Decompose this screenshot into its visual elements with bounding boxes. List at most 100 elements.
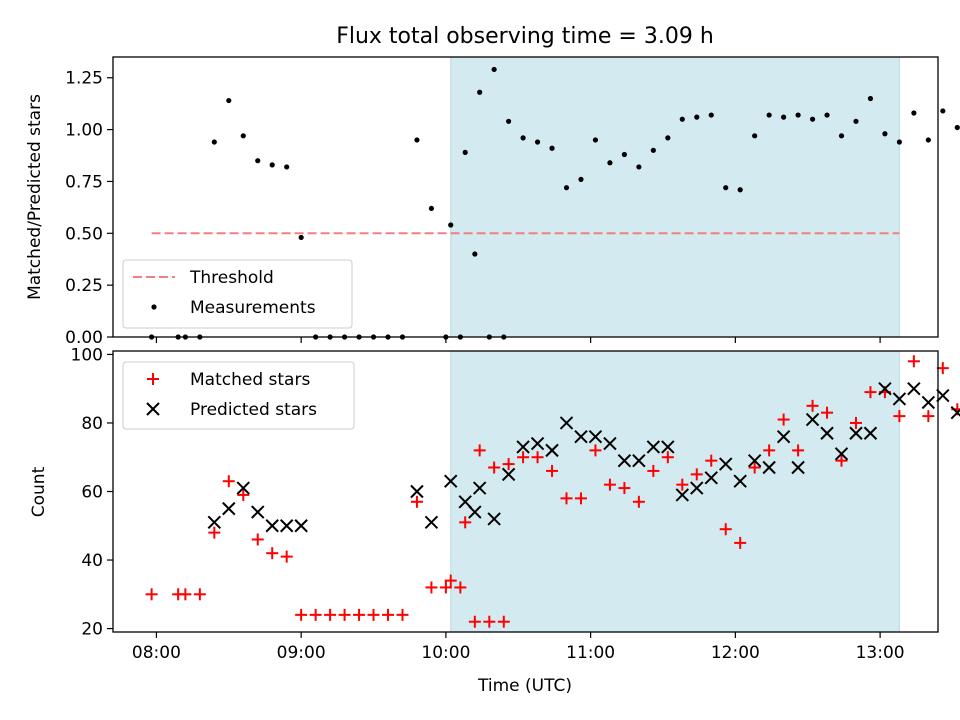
measurement-point <box>284 164 290 170</box>
matched-star-point <box>488 461 501 474</box>
predicted-star-point <box>805 412 820 427</box>
top-y-tick-label: 0.75 <box>65 172 103 192</box>
measurement-point <box>607 160 613 166</box>
matched-star-point <box>821 406 834 419</box>
predicted-star-point <box>733 474 747 488</box>
top-legend-box <box>122 259 353 329</box>
measurement-point <box>534 139 541 145</box>
measurement-point <box>838 133 845 139</box>
matched-star-point <box>589 444 602 457</box>
predicted-star-point <box>719 457 733 471</box>
predicted-star-point <box>907 381 921 396</box>
matched-star-point <box>647 464 660 477</box>
bottom-y-tick-label: 80 <box>81 414 103 434</box>
matched-star-point <box>208 526 221 539</box>
matched-star-point <box>468 615 481 628</box>
measurement-point <box>679 116 685 122</box>
predicted-star-point <box>516 440 530 454</box>
predicted-star-point <box>207 515 222 530</box>
measurement-point <box>867 95 874 102</box>
matched-star-point <box>497 615 510 628</box>
bottom-legend-box <box>122 361 355 430</box>
top-y-axis-label: Matched/Predicted stars <box>25 94 45 300</box>
bottom-marks <box>145 355 960 628</box>
top-axes-frame <box>112 56 939 338</box>
matched-star-point <box>907 355 920 368</box>
matched-star-point <box>734 536 747 549</box>
matched-star-point <box>396 608 409 621</box>
matched-star-point <box>661 451 674 464</box>
predicted-star-point <box>458 495 472 509</box>
matched-star-point <box>719 523 732 536</box>
matched-star-point <box>367 608 380 621</box>
bottom-x-tick-label: 11:00 <box>566 643 615 663</box>
matched-star-point <box>410 495 423 508</box>
matched-star-point <box>560 492 573 505</box>
predicted-star-point <box>236 481 250 495</box>
predicted-star-point <box>487 512 501 526</box>
predicted-star-point <box>820 426 834 440</box>
matched-star-point <box>864 386 877 399</box>
matched-star-point <box>382 608 394 621</box>
bottom-x-ticks: 08:00 09:00 10:00 11:00 12:00 13:00 <box>132 632 905 663</box>
measurement-point <box>563 185 570 191</box>
legend-measurements-swatch <box>151 304 157 310</box>
measurement-point <box>226 97 232 104</box>
measurement-point <box>549 145 555 151</box>
measurement-point <box>824 112 830 118</box>
predicted-star-point <box>222 501 236 516</box>
matched-star-point <box>574 492 587 505</box>
predicted-star-point <box>661 440 675 454</box>
predicted-star-point <box>791 460 805 475</box>
matched-star-point <box>309 608 322 621</box>
measurement-point <box>578 176 584 182</box>
matched-star-point <box>425 581 438 594</box>
matched-star-point <box>237 488 250 501</box>
predicted-star-point <box>921 395 936 410</box>
measurement-point <box>621 151 628 158</box>
measurement-point <box>255 158 261 164</box>
predicted-star-point <box>410 484 424 499</box>
predicted-star-point <box>603 436 617 451</box>
measurement-point <box>491 66 497 73</box>
bottom-y-tick-label: 40 <box>81 551 103 571</box>
top-panel: 0.00 0.25 0.50 0.75 1.00 1.25 Matched/Predict… <box>25 56 960 348</box>
measurement-point <box>694 114 700 120</box>
chart-title: Flux total observing time = 3.09 h <box>336 24 714 49</box>
legend-threshold-label: Threshold <box>189 268 274 288</box>
bottom-x-tick-label: 10:00 <box>421 643 470 663</box>
predicted-star-point <box>646 440 661 454</box>
matched-star-point <box>439 581 452 594</box>
predicted-star-point <box>863 426 878 440</box>
measurement-point <box>650 147 656 153</box>
measurement-point <box>781 114 787 120</box>
top-y-tick-label: 0.25 <box>65 276 103 296</box>
matched-star-point <box>266 547 279 560</box>
legend-predicted-swatch <box>146 402 160 416</box>
matched-star-point <box>459 516 472 529</box>
measurement-point <box>940 108 946 114</box>
top-y-tick-label: 1.00 <box>65 121 103 141</box>
bottom-legend: Matched stars Predicted stars <box>122 361 355 430</box>
x-axis-label: Time (UTC) <box>477 676 572 696</box>
measurement-point <box>506 118 512 124</box>
legend-matched-label: Matched stars <box>190 370 310 390</box>
measurement-point <box>211 139 217 145</box>
matched-star-point <box>705 454 718 467</box>
predicted-star-point <box>265 519 279 533</box>
measurement-point <box>737 187 743 193</box>
matched-star-point <box>922 410 935 423</box>
bottom-panel: 20 40 60 80 100 08:00 09:00 10:00 11:00 12:00 13:… <box>29 345 960 696</box>
measurement-point <box>414 137 420 143</box>
predicted-star-point <box>559 416 574 430</box>
top-y-ticks: 0.00 0.25 0.50 0.75 1.00 1.25 <box>65 69 113 348</box>
matched-star-point <box>473 444 486 457</box>
predicted-star-point <box>501 467 516 482</box>
bottom-x-tick-label: 08:00 <box>132 643 181 663</box>
predicted-star-point <box>632 453 646 468</box>
matched-star-point <box>193 588 206 601</box>
matched-star-point <box>502 458 515 471</box>
matched-star-point <box>454 581 467 594</box>
measurement-point <box>240 133 246 139</box>
